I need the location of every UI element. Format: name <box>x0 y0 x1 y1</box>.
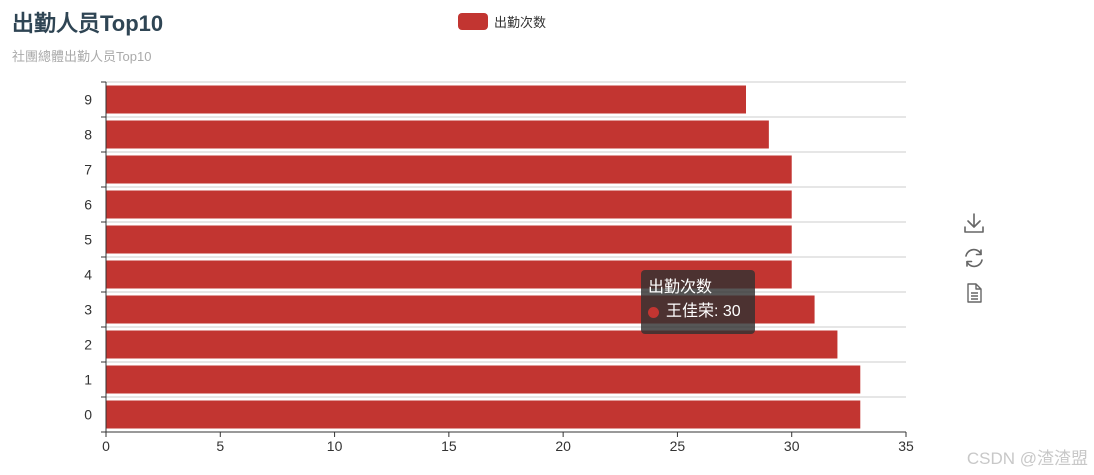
axes: 0 1 2 3 4 5 6 7 8 9 0 5 10 15 20 25 30 35 <box>84 81 914 454</box>
x-tick-label: 5 <box>216 438 224 454</box>
tooltip: 出勤次数 王佳荣: 30 <box>641 270 755 334</box>
y-tick-label: 2 <box>84 337 92 353</box>
chart-title: 出勤人员Top10 <box>12 11 164 36</box>
y-tick-label: 0 <box>84 407 92 423</box>
y-tick-label: 8 <box>84 127 92 143</box>
bar-6[interactable] <box>106 190 792 219</box>
y-tick-label: 4 <box>84 267 92 283</box>
bar-1[interactable] <box>106 365 861 394</box>
x-tick-label: 30 <box>784 438 800 454</box>
x-tick-label: 25 <box>670 438 686 454</box>
x-tick-label: 20 <box>555 438 571 454</box>
y-tick-label: 3 <box>84 302 92 318</box>
y-tick-label: 7 <box>84 162 92 178</box>
bar-7[interactable] <box>106 155 792 184</box>
bar-5[interactable] <box>106 225 792 254</box>
tooltip-value: 王佳荣: 30 <box>666 303 741 320</box>
x-tick-label: 35 <box>898 438 914 454</box>
tooltip-row: 王佳荣: 30 <box>648 301 748 323</box>
bar-8[interactable] <box>106 120 769 149</box>
y-tick-label: 9 <box>84 92 92 108</box>
bar-0[interactable] <box>106 400 861 429</box>
legend-swatch <box>458 13 488 30</box>
x-tick-label: 15 <box>441 438 457 454</box>
y-tick-label: 1 <box>84 372 92 388</box>
bar-2[interactable] <box>106 330 838 359</box>
legend-label: 出勤次数 <box>494 15 547 30</box>
chart-subtitle: 社團總體出勤人员Top10 <box>12 49 152 64</box>
bar-9[interactable] <box>106 85 746 114</box>
data-view-icon[interactable] <box>962 282 986 304</box>
y-tick-label: 5 <box>84 232 92 248</box>
tooltip-series-dot <box>648 306 659 318</box>
download-icon[interactable] <box>962 212 986 234</box>
watermark: CSDN @渣渣盟 <box>966 449 1088 468</box>
y-tick-label: 6 <box>84 197 92 213</box>
x-tick-label: 0 <box>102 438 110 454</box>
toolbox <box>962 212 986 304</box>
legend[interactable]: 出勤次数 <box>458 12 546 31</box>
x-tick-label: 10 <box>327 438 343 454</box>
refresh-icon[interactable] <box>962 247 986 269</box>
tooltip-title: 出勤次数 <box>648 279 713 296</box>
